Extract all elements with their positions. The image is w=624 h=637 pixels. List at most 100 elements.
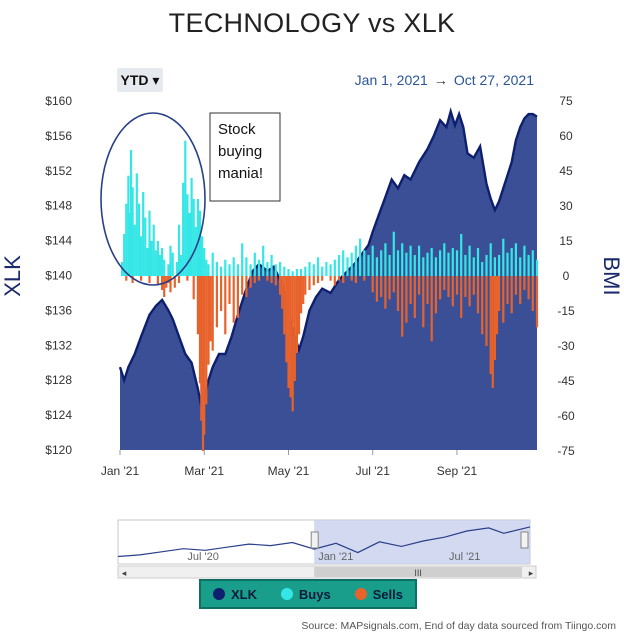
buys-bar <box>409 245 412 276</box>
range-selector-button[interactable]: YTD ▾ <box>117 68 163 92</box>
right-tick-label: -45 <box>557 374 575 388</box>
buys-bar <box>468 245 471 276</box>
sells-bar <box>468 276 471 307</box>
sells-bar <box>253 276 256 283</box>
range-to[interactable]: Oct 27, 2021 <box>453 72 534 88</box>
right-tick-label: 0 <box>563 269 570 283</box>
sells-bar <box>527 276 530 300</box>
buys-bar <box>154 250 157 276</box>
buys-bar <box>337 255 341 276</box>
buys-bar <box>489 243 492 276</box>
sells-bar <box>131 276 134 283</box>
buys-bar <box>169 245 172 276</box>
annotation-text: buying <box>218 143 262 160</box>
sells-bar <box>489 276 492 374</box>
sells-bar <box>300 276 303 314</box>
sells-bar <box>472 276 475 295</box>
sells-bar <box>476 276 480 314</box>
legend-item-xlk[interactable]: XLK <box>212 586 257 602</box>
sells-bar <box>485 276 488 346</box>
sells-bar <box>321 276 324 281</box>
buys-bar <box>375 257 378 276</box>
sells-bar <box>380 276 383 297</box>
left-tick-label: $124 <box>45 408 72 422</box>
sells-bar <box>350 276 353 281</box>
buys-bar <box>447 252 450 276</box>
navigator[interactable]: Jul '20 Jan '21 Jul '21 III ◂ ▸ <box>117 519 537 579</box>
sells-bar <box>220 276 223 311</box>
x-tick-label: Sep '21 <box>437 464 478 478</box>
buys-bar <box>215 262 218 276</box>
buys-bar <box>531 250 534 276</box>
buys-bar <box>129 150 133 276</box>
buys-bar <box>224 259 227 276</box>
buys-bar <box>182 182 185 276</box>
sells-bar <box>439 276 442 300</box>
right-tick-label: 15 <box>559 234 573 248</box>
sells-bar <box>209 276 212 342</box>
buys-bar <box>535 259 539 276</box>
buys-bar <box>472 257 475 276</box>
buys-bar <box>140 236 143 276</box>
buys-bar <box>142 192 145 276</box>
buys-bar <box>401 243 404 276</box>
sells-bar <box>535 276 539 328</box>
buys-bar <box>291 271 294 276</box>
sells-bar <box>198 276 202 384</box>
xlk-swatch-icon <box>212 588 225 600</box>
buys-bar <box>316 257 320 276</box>
navigator-label: Jul '21 <box>449 551 480 563</box>
navigator-line <box>117 526 531 558</box>
buys-bar <box>249 264 252 276</box>
scroll-right-icon[interactable]: ▸ <box>529 568 534 578</box>
sells-bar <box>491 276 494 388</box>
sells-bar <box>384 276 387 309</box>
sells-bar <box>523 276 526 290</box>
buys-bar <box>346 257 349 276</box>
sells-bar <box>203 276 206 435</box>
buys-bar <box>464 255 467 276</box>
sells-bar <box>455 276 459 295</box>
left-tick-label: $148 <box>45 199 72 213</box>
sells-bar <box>481 276 484 335</box>
left-tick-label: $152 <box>45 164 72 178</box>
sells-bar <box>413 276 416 318</box>
x-tick-label: Jan '21 <box>101 464 140 478</box>
sells-bar <box>329 276 332 281</box>
sells-bar <box>156 276 159 286</box>
buys-bar <box>192 199 195 276</box>
legend-item-buys[interactable]: Buys <box>280 587 331 602</box>
buys-bar <box>245 257 248 276</box>
scroll-left-icon[interactable]: ◂ <box>122 568 127 578</box>
sells-bar <box>434 276 437 314</box>
navigator-right-handle[interactable] <box>520 531 529 549</box>
right-tick-label: 30 <box>559 199 573 213</box>
range-from[interactable]: Jan 1, 2021 <box>354 72 428 88</box>
sells-bar <box>196 276 199 335</box>
buys-bar <box>188 213 191 276</box>
buys-bar <box>144 217 147 276</box>
buys-bar <box>186 194 189 276</box>
buys-bar <box>287 269 290 276</box>
buys-bar <box>451 248 454 276</box>
right-axis-title: BMI <box>599 256 624 295</box>
sells-bar <box>443 276 446 290</box>
sells-bar <box>333 276 336 286</box>
sells-bar <box>409 276 412 304</box>
legend-item-sells[interactable]: Sells <box>354 587 403 602</box>
buys-bar <box>198 210 202 276</box>
buys-bar <box>262 245 265 276</box>
sells-bar <box>266 276 269 281</box>
scrollbar-thumb[interactable] <box>314 567 522 577</box>
sells-bar <box>201 276 205 451</box>
left-tick-label: $156 <box>45 129 72 143</box>
buys-bar <box>359 238 362 276</box>
navigator-left-handle[interactable] <box>310 531 319 549</box>
buys-bar <box>135 173 138 276</box>
sells-bar <box>205 276 208 405</box>
buys-bar <box>133 224 136 276</box>
xlk-line <box>118 107 538 411</box>
legend-label-xlk: XLK <box>230 586 257 602</box>
buys-bar <box>367 255 370 276</box>
sells-bar <box>249 276 252 288</box>
